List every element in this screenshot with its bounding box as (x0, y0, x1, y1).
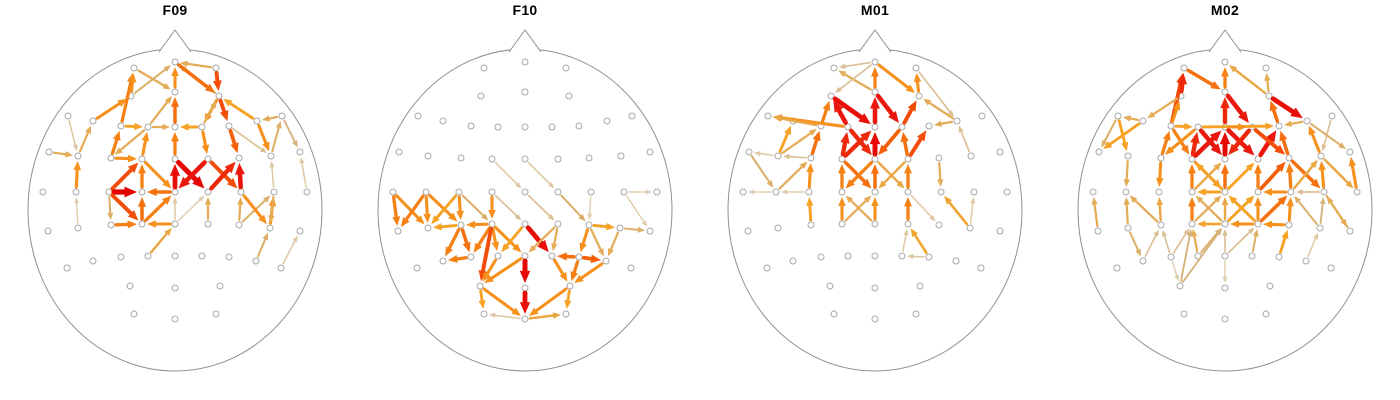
panel-title: M01 (860, 2, 890, 18)
panel-title: M02 (1210, 2, 1240, 18)
head-topomap (1077, 29, 1373, 372)
connectivity-panel-1: F09 (0, 0, 350, 400)
connectivity-panel-2: F10 (350, 0, 700, 400)
head-topomap (727, 29, 1023, 372)
connectivity-panel-3: M01 (700, 0, 1050, 400)
head-topomap (377, 29, 673, 372)
connectivity-panel-4: M02 (1050, 0, 1400, 400)
panel-title: F09 (162, 2, 188, 18)
panel-title: F10 (512, 2, 538, 18)
head-topomap (27, 29, 323, 372)
